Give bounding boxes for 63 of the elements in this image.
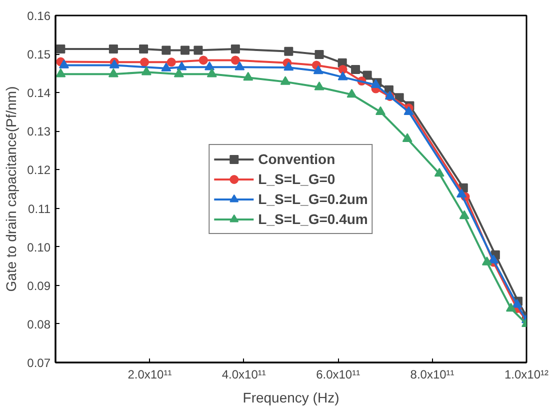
y-tick-label: 0.14: [27, 86, 51, 100]
x-tick-label: 2.0x10¹¹: [128, 368, 172, 382]
point: [141, 66, 152, 76]
point: [230, 44, 240, 54]
point: [488, 254, 499, 264]
point: [402, 133, 412, 142]
x-tick-label: 6.0x10¹¹: [316, 368, 360, 382]
point: [459, 210, 470, 220]
point: [174, 68, 184, 78]
y-tick-label: 0.08: [27, 317, 51, 332]
point: [206, 68, 217, 78]
point: [56, 44, 66, 54]
point: [314, 82, 324, 90]
point: [58, 60, 69, 68]
y-tick-label: 0.07: [27, 356, 51, 370]
point: [176, 61, 187, 70]
y-tick-label: 0.15: [27, 48, 51, 62]
point: [456, 188, 466, 198]
x-tick-label: 4.0x10¹¹: [222, 368, 266, 382]
legend-label: L_S=L_G=0.4um: [258, 210, 368, 226]
legend-label: L_S=L_G=0.2um: [258, 190, 368, 206]
point: [139, 44, 148, 54]
point: [180, 46, 190, 55]
point: [162, 46, 171, 55]
point: [284, 62, 294, 71]
point: [161, 62, 172, 72]
x-tick-label: 1.0x10¹²: [504, 368, 549, 382]
point: [108, 68, 118, 78]
point: [338, 64, 348, 74]
point: [194, 46, 203, 55]
point: [313, 65, 324, 74]
point: [506, 302, 516, 312]
point: [230, 56, 240, 65]
point: [280, 76, 290, 85]
point: [346, 88, 357, 98]
x-tick-label: 8.0x10¹¹: [410, 368, 454, 382]
point: [198, 56, 208, 65]
point: [434, 168, 444, 177]
point: [234, 61, 245, 70]
point: [243, 72, 254, 81]
legend-label: L_S=L_G=0: [258, 170, 336, 186]
point: [404, 106, 414, 115]
y-tick-label: 0.16: [27, 9, 51, 23]
y-tick-label: 0.09: [27, 278, 51, 293]
y-axis-title: Gate to drain capacitance(Pf/nm): [3, 86, 20, 292]
point: [108, 44, 118, 54]
point: [351, 64, 360, 74]
point: [314, 50, 324, 59]
y-tick-label: 0.13: [27, 124, 51, 139]
legend-label: Convention: [258, 150, 336, 166]
point: [338, 71, 348, 80]
point: [140, 58, 150, 67]
point: [204, 61, 215, 70]
point: [284, 46, 294, 56]
point: [375, 106, 386, 115]
y-tick-label: 0.12: [27, 163, 51, 178]
point: [482, 256, 492, 266]
point: [56, 68, 66, 78]
y-tick-label: 0.11: [28, 202, 51, 216]
point: [166, 58, 176, 67]
x-axis-title: Frequency (Hz): [242, 390, 340, 406]
y-tick-label: 0.10: [27, 240, 51, 254]
point: [362, 70, 372, 80]
